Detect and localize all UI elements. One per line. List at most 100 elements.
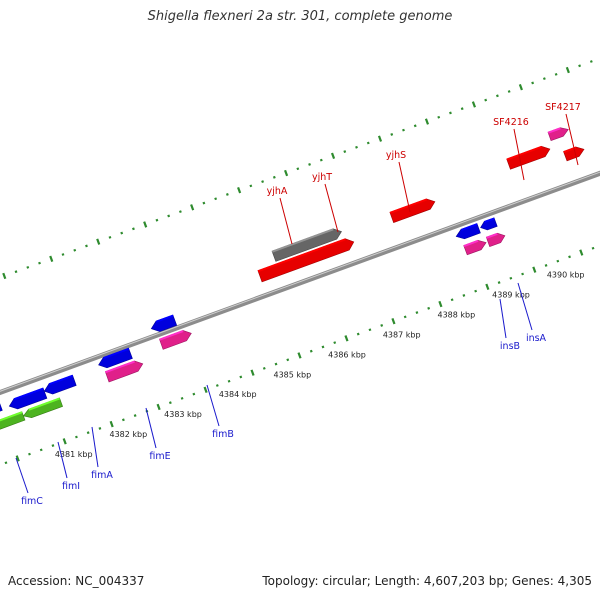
lower-ruler-tick	[591, 246, 595, 250]
lower-ruler-tick	[156, 403, 161, 411]
upper-ruler-tick	[424, 118, 430, 125]
gene-yjhA-highlight	[257, 238, 346, 273]
gene-label-fimA[interactable]: fimA	[91, 470, 113, 481]
lower-ruler-tick	[568, 255, 571, 259]
lower-ruler-tick	[168, 401, 172, 405]
gene-fimI-a-highlight	[0, 411, 23, 422]
upper-ruler-tick	[355, 145, 358, 149]
lower-ruler-tick	[28, 452, 31, 456]
upper-ruler-tick	[120, 231, 124, 235]
upper-ruler-tick	[155, 218, 159, 222]
upper-ruler-tick	[61, 253, 65, 256]
gene-insA-highlight	[486, 232, 498, 239]
ruler-label: 4390 kbp	[547, 270, 585, 279]
upper-ruler-tick	[471, 101, 476, 108]
gene-label-fimB[interactable]: fimB	[212, 429, 234, 440]
accession-label: Accession: NC_004337	[8, 574, 145, 588]
lower-ruler-tick	[109, 420, 114, 428]
upper-ruler-tick	[578, 64, 582, 68]
upper-ruler-tick	[108, 235, 112, 239]
genome-backbone	[0, 170, 600, 396]
upper-ruler-tick	[202, 201, 206, 205]
lower-ruler-tick	[579, 249, 584, 256]
upper-ruler-tick	[484, 98, 488, 102]
gene-fimA-highlight	[48, 374, 74, 386]
upper-ruler-tick	[296, 167, 300, 171]
lower-ruler-tick	[62, 438, 67, 445]
upper-ruler-tick	[237, 186, 242, 194]
gene-label-fimC[interactable]: fimC	[21, 496, 43, 507]
upper-ruler-tick	[178, 210, 182, 214]
upper-ruler-tick	[214, 197, 218, 201]
gene-SF4217-highlight	[547, 127, 561, 134]
upper-ruler-tick	[343, 150, 347, 153]
leader-yjhT	[324, 183, 339, 233]
upper-ruler-tick	[449, 111, 452, 115]
gene-fimI-a[interactable]	[0, 411, 26, 433]
lower-ruler-tick	[297, 352, 302, 359]
gene-label-fimI[interactable]: fimI	[62, 481, 80, 492]
upper-ruler-tick	[143, 221, 148, 228]
gene-label-yjhT[interactable]: yjhT	[312, 172, 332, 183]
ruler-label: 4389 kbp	[492, 290, 530, 299]
lower-ruler-tick	[485, 283, 490, 291]
gene-fimB-upper-highlight	[155, 314, 174, 323]
lower-ruler-tick	[497, 281, 501, 284]
genome-summary-label: Topology: circular; Length: 4,607,203 bp…	[262, 574, 592, 588]
upper-ruler-tick	[460, 107, 464, 111]
gene-label-fimE[interactable]: fimE	[149, 451, 170, 462]
lower-ruler-tick	[98, 427, 102, 430]
lower-ruler-tick	[544, 263, 548, 267]
map-title: Shigella flexneri 2a str. 301, complete …	[147, 9, 453, 24]
upper-ruler-tick	[14, 270, 18, 274]
upper-ruler-tick	[2, 272, 7, 280]
gene-insB-upper-highlight	[460, 223, 478, 231]
upper-ruler-tick	[531, 81, 535, 85]
gene-label-yjhA[interactable]: yjhA	[267, 186, 288, 197]
lower-ruler-tick	[15, 455, 20, 462]
ruler-label: 4388 kbp	[437, 310, 475, 319]
upper-ruler-tick	[589, 60, 593, 63]
lower-ruler-tick	[121, 418, 125, 422]
lower-ruler-tick	[391, 317, 396, 325]
leader-insB	[499, 298, 507, 339]
upper-ruler-tick	[190, 204, 195, 211]
upper-ruler-tick	[308, 163, 311, 166]
gene-label-insB[interactable]: insB	[500, 341, 520, 352]
gene-insA-upper-highlight	[484, 217, 495, 223]
upper-ruler-tick	[167, 214, 171, 218]
lower-ruler-tick	[227, 379, 231, 383]
gene-label-SF4217[interactable]: SF4217	[545, 102, 581, 113]
gene-fimA[interactable]	[43, 374, 77, 395]
gene-yjhT-highlight	[271, 228, 334, 253]
lower-ruler-tick	[368, 328, 372, 332]
lower-ruler-tick	[403, 315, 407, 319]
lower-ruler-tick	[133, 414, 137, 417]
lower-ruler-tick	[250, 369, 255, 376]
lower-ruler-tick	[380, 324, 384, 327]
lower-ruler-tick	[474, 289, 478, 293]
upper-ruler-tick	[437, 115, 441, 119]
lower-ruler-tick	[556, 259, 560, 263]
upper-ruler-tick	[319, 158, 323, 162]
gene-fimC[interactable]	[0, 400, 3, 417]
lower-ruler-tick	[239, 375, 243, 379]
lower-ruler-tick	[86, 431, 90, 435]
upper-ruler-tick	[225, 193, 229, 196]
upper-ruler-tick	[49, 255, 54, 263]
lower-ruler-tick	[509, 276, 513, 280]
leader-SF4216	[513, 128, 525, 181]
gene-label-SF4216[interactable]: SF4216	[493, 117, 529, 128]
lower-ruler-tick	[203, 386, 208, 394]
upper-ruler-tick	[542, 77, 546, 81]
gene-label-insA[interactable]: insA	[526, 333, 547, 344]
lower-ruler-tick	[309, 349, 313, 353]
upper-ruler-tick	[496, 94, 499, 98]
gene-label-yjhS[interactable]: yjhS	[386, 150, 406, 161]
upper-ruler-tick	[518, 84, 523, 91]
lower-ruler-tick	[262, 366, 266, 370]
gene-SF4216-highlight	[506, 145, 542, 161]
lower-ruler-tick	[438, 300, 443, 308]
upper-ruler-tick	[38, 261, 41, 265]
